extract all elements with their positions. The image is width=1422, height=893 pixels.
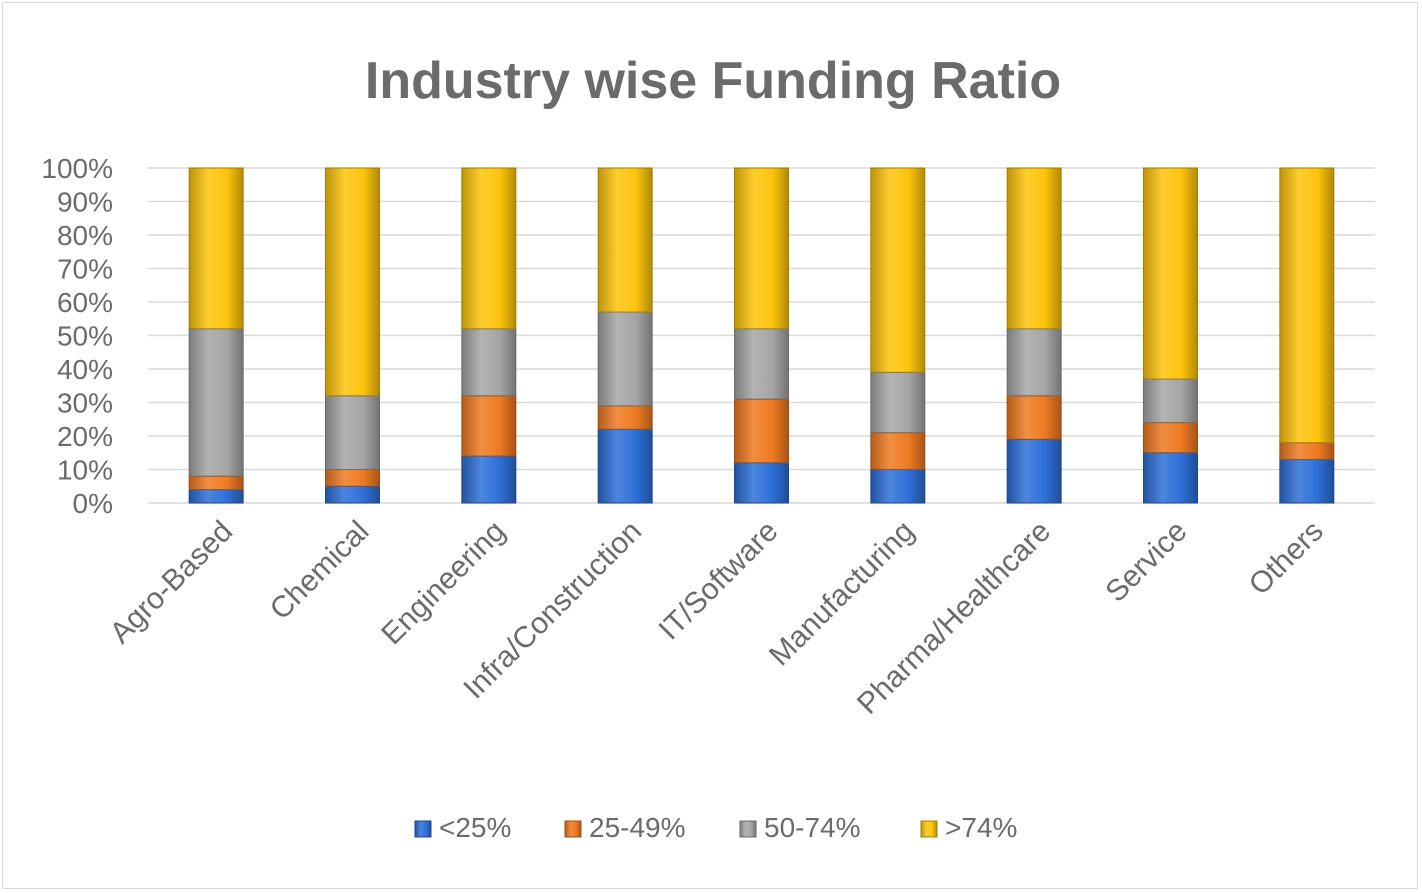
legend-item: 50-74% <box>739 812 861 843</box>
bar-segment <box>461 455 517 504</box>
bar-segment <box>1006 395 1062 440</box>
funding-ratio-chart: Industry wise Funding Ratio 0%10%20%30%4… <box>41 52 1375 843</box>
bar-segment <box>870 167 926 373</box>
x-tick-label: Chemical <box>264 515 376 627</box>
y-tick-label: 40% <box>57 354 113 385</box>
bar-segment <box>188 167 244 330</box>
legend-label: 50-74% <box>764 812 861 843</box>
bar-stack <box>870 167 926 504</box>
bar-segment <box>1143 452 1198 504</box>
chart-title: Industry wise Funding Ratio <box>365 52 1061 110</box>
bar-segment <box>1006 438 1062 504</box>
bar-segment <box>461 328 517 397</box>
legend-label: <25% <box>439 812 511 843</box>
bars <box>188 167 1335 504</box>
x-tick-label: IT/Software <box>653 515 785 647</box>
bar-segment <box>188 328 244 477</box>
x-tick-label: Others <box>1243 515 1330 602</box>
bar-segment <box>1006 167 1062 330</box>
bar-segment <box>734 462 789 504</box>
y-tick-label: 20% <box>57 421 113 452</box>
y-tick-label: 50% <box>57 321 113 352</box>
legend-swatch <box>920 820 938 838</box>
bar-segment <box>1279 458 1335 504</box>
bar-segment <box>734 398 789 464</box>
x-tick-label: Agro-Based <box>104 515 239 650</box>
bar-stack <box>1279 167 1335 504</box>
bar-segment <box>461 395 517 457</box>
x-tick-label: Service <box>1099 515 1193 609</box>
bar-stack <box>325 167 380 504</box>
legend-item: >74% <box>920 812 1017 843</box>
legend-swatch <box>739 820 757 838</box>
y-tick-label: 70% <box>57 254 113 285</box>
legend-label: 25-49% <box>589 812 686 843</box>
bar-segment <box>1143 422 1198 454</box>
bar-stack <box>1143 167 1198 504</box>
x-tick-label: Engineering <box>375 515 512 652</box>
bar-stack <box>461 167 517 504</box>
y-tick-label: 0% <box>73 488 113 519</box>
bar-segment <box>597 167 653 313</box>
y-tick-label: 30% <box>57 388 113 419</box>
bar-stack <box>1006 167 1062 504</box>
bar-segment <box>870 371 926 434</box>
bar-segment <box>1006 328 1062 397</box>
bar-segment <box>1279 167 1335 444</box>
y-tick-label: 80% <box>57 220 113 251</box>
legend-item: 25-49% <box>564 812 686 843</box>
bar-segment <box>325 469 380 487</box>
bar-segment <box>1143 378 1198 424</box>
legend-swatch <box>564 820 582 838</box>
bar-segment <box>870 432 926 470</box>
bar-segment <box>188 489 244 504</box>
y-tick-label: 100% <box>41 153 113 184</box>
y-tick-label: 60% <box>57 287 113 318</box>
bar-segment <box>734 167 789 330</box>
bar-segment <box>1143 167 1198 380</box>
bar-segment <box>870 469 926 504</box>
bar-segment <box>325 485 380 504</box>
y-tick-label: 90% <box>57 187 113 218</box>
x-tick-label: Manufacturing <box>763 515 921 673</box>
bar-segment <box>325 395 380 470</box>
bar-stack <box>734 167 789 504</box>
bar-segment <box>461 167 517 330</box>
bar-stack <box>188 167 244 504</box>
bar-segment <box>597 311 653 407</box>
legend-swatch <box>414 820 432 838</box>
x-axis-ticks: Agro-Based Chemical EngineeringInfra/Const… <box>104 515 1330 721</box>
y-axis-ticks: 0%10%20%30%40%50%60%70%80%90%100% <box>41 153 113 519</box>
legend-item: <25% <box>414 812 511 843</box>
legend: <25% 25-49% 50-74% >74% <box>414 812 1017 843</box>
y-tick-label: 10% <box>57 455 113 486</box>
bar-segment <box>597 428 653 504</box>
legend-label: >74% <box>945 812 1017 843</box>
bar-segment <box>597 405 653 430</box>
bar-segment <box>1279 442 1335 460</box>
bar-segment <box>734 328 789 400</box>
bar-segment <box>325 167 380 397</box>
bar-stack <box>597 167 653 504</box>
bar-segment <box>188 475 244 491</box>
